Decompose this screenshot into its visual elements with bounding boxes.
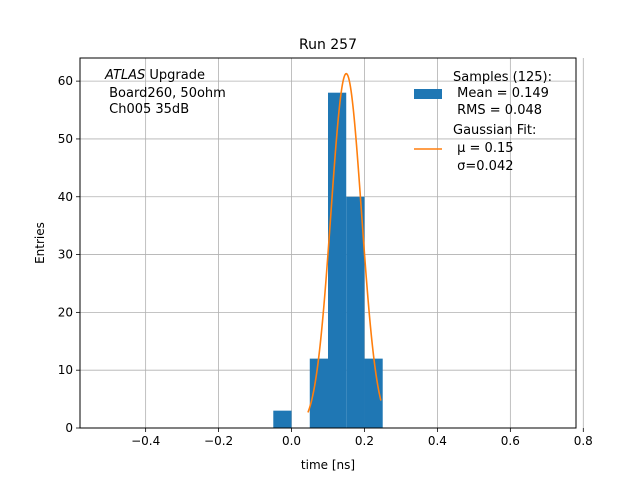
gaussian-fit-curve <box>307 72 382 413</box>
legend-samples-swatch <box>414 89 442 99</box>
y-tick-label: 0 <box>65 421 73 435</box>
x-axis-label: time [ns] <box>301 458 355 472</box>
histogram-bars <box>273 92 383 428</box>
legend-samples-mean: Mean = 0.149 <box>453 86 549 101</box>
legend-fit-title: Gaussian Fit: <box>453 123 536 138</box>
x-tick-label: 0.0 <box>282 434 301 448</box>
y-tick-label: 40 <box>58 190 73 204</box>
annotation-line-1: ATLAS Upgrade <box>104 68 205 83</box>
histogram-bar <box>328 92 347 428</box>
annotation-atlas: ATLAS <box>104 68 145 83</box>
legend-fit-mu: μ = 0.15 <box>453 141 514 156</box>
y-tick-label: 60 <box>58 74 73 88</box>
histogram-bar <box>364 358 383 428</box>
x-tick-label: 0.2 <box>355 434 374 448</box>
x-tick-label: 0.8 <box>574 434 593 448</box>
legend-samples-title: Samples (125): <box>453 70 552 85</box>
x-tick-label: −0.4 <box>131 434 160 448</box>
fit-curve-group <box>307 72 382 413</box>
annotation-upgrade: Upgrade <box>145 68 205 83</box>
x-axis-ticks: −0.4 −0.2 0.0 0.2 0.4 0.6 0.8 <box>131 428 593 448</box>
y-tick-label: 30 <box>58 248 73 262</box>
y-axis-ticks: 0 10 20 30 40 50 60 <box>58 74 80 435</box>
plot-frame <box>79 57 577 429</box>
histogram-bar <box>309 358 328 428</box>
legend-fit-sigma: σ=0.042 <box>453 159 513 174</box>
chart-title: Run 257 <box>299 37 357 53</box>
histogram-bar <box>273 410 292 428</box>
y-tick-label: 50 <box>58 132 73 146</box>
x-tick-label: 0.6 <box>501 434 520 448</box>
x-tick-label: −0.2 <box>204 434 233 448</box>
atlas-annotation: ATLAS Upgrade Board260, 50ohm Ch005 35dB <box>104 68 226 117</box>
annotation-line-2: Board260, 50ohm <box>105 86 226 101</box>
annotation-line-3: Ch005 35dB <box>105 102 189 117</box>
y-tick-label: 10 <box>58 363 73 377</box>
x-tick-label: 0.4 <box>428 434 447 448</box>
y-tick-label: 20 <box>58 305 73 319</box>
y-axis-label: Entries <box>33 222 47 264</box>
legend-samples-rms: RMS = 0.048 <box>453 103 542 118</box>
histogram-bar <box>346 196 365 428</box>
legend: Samples (125): Mean = 0.149 RMS = 0.048 … <box>414 70 552 174</box>
